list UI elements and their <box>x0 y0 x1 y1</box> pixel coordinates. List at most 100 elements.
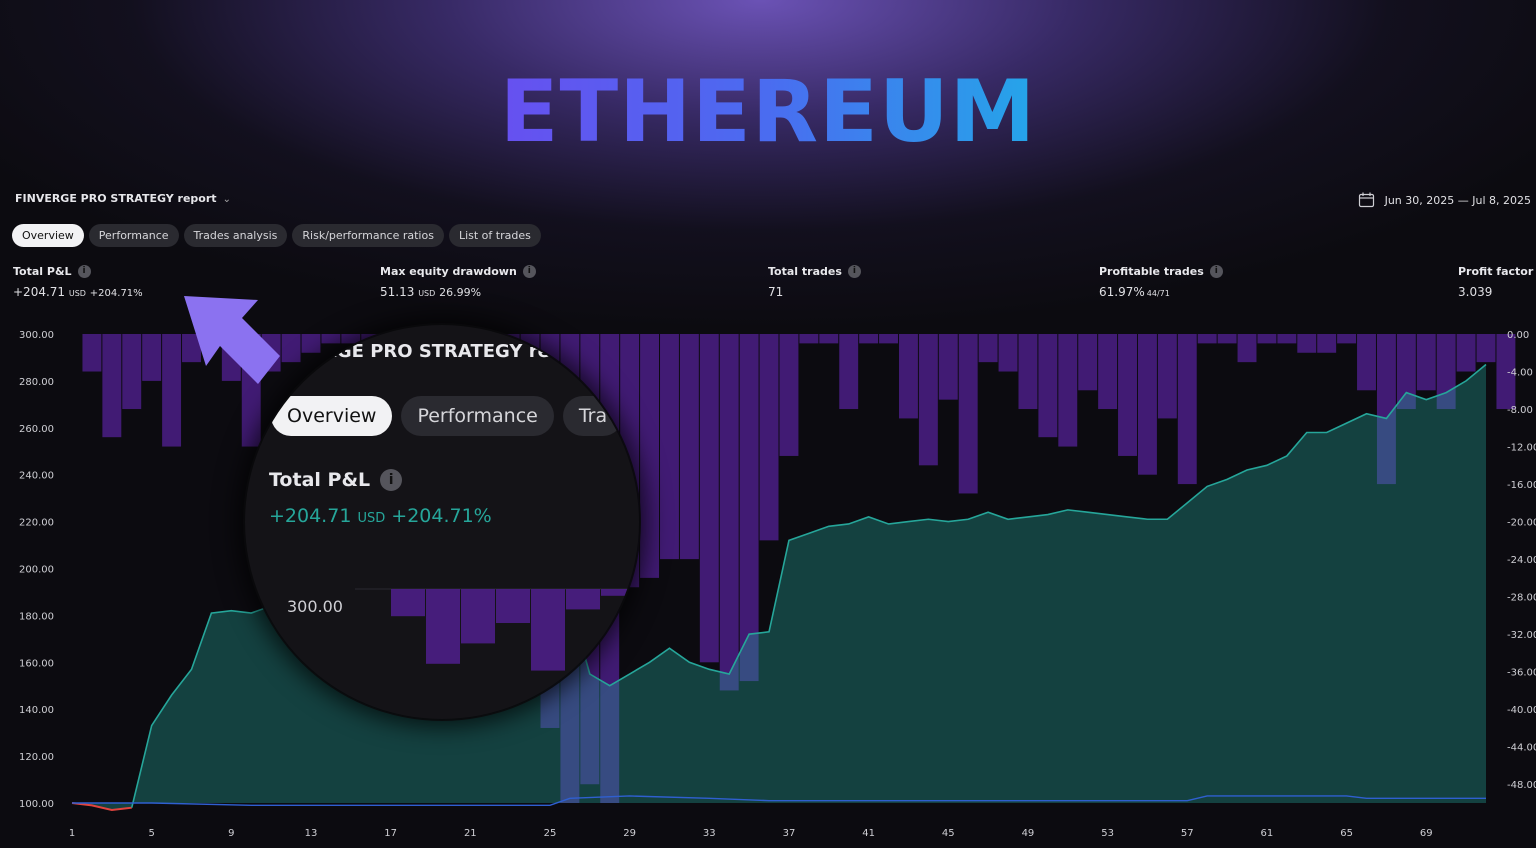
x-axis-tick: 49 <box>1022 828 1035 839</box>
tab-list-of-trades[interactable]: List of trades <box>448 224 541 247</box>
date-range-picker[interactable]: Jun 30, 2025 — Jul 8, 2025 <box>1358 192 1531 208</box>
drawdown-bar <box>640 334 660 578</box>
left-axis-tick: 160.00 <box>19 658 54 669</box>
drawdown-bar <box>162 334 182 447</box>
x-axis-tick: 21 <box>464 828 477 839</box>
drawdown-bar <box>1496 334 1516 410</box>
info-icon[interactable]: i <box>1209 265 1223 278</box>
metric-value: 61.97% <box>1099 285 1145 299</box>
x-axis-tick: 65 <box>1340 828 1353 839</box>
drawdown-bar <box>699 334 719 663</box>
magnifier-drawdown-bar <box>461 589 495 644</box>
drawdown-bar <box>1416 334 1436 391</box>
tab-risk-performance-ratios[interactable]: Risk/performance ratios <box>292 224 444 247</box>
metric-label: Profitable trades <box>1099 265 1204 278</box>
drawdown-bar <box>1476 334 1496 363</box>
x-axis-tick: 17 <box>384 828 397 839</box>
x-axis-tick: 25 <box>544 828 557 839</box>
drawdown-bar <box>82 334 102 372</box>
info-icon[interactable]: i <box>847 265 861 278</box>
x-axis-tick: 53 <box>1101 828 1114 839</box>
metric-profit-factor: Profit factor 3.039 <box>1458 265 1533 299</box>
x-axis-tick: 45 <box>942 828 955 839</box>
metric-value: 3.039 <box>1458 285 1493 299</box>
magnifier-percent: +204.71% <box>391 505 492 527</box>
magnifier-drawdown-bar <box>566 589 600 610</box>
magnifier-tab-trades: Tra <box>562 396 624 436</box>
report-tabs: Overview Performance Trades analysis Ris… <box>12 224 541 247</box>
brand-title: ETHEREUM <box>0 62 1536 162</box>
magnifier-drawdown-bar <box>531 589 565 671</box>
metric-label: Profit factor <box>1458 265 1534 278</box>
drawdown-bar <box>281 334 301 363</box>
metric-percent: +204.71% <box>89 288 143 299</box>
drawdown-bar <box>142 334 162 381</box>
metric-value: 51.13 <box>380 285 415 299</box>
magnifier-tabs: Overview Performance Tra <box>271 396 624 436</box>
drawdown-bar <box>1078 334 1098 391</box>
right-axis-tick: -44.00 <box>1507 743 1536 754</box>
right-axis-tick: -16.00 <box>1507 480 1536 491</box>
drawdown-bar <box>938 334 958 400</box>
tab-performance[interactable]: Performance <box>88 224 179 247</box>
tab-overview[interactable]: Overview <box>12 224 84 247</box>
drawdown-bar <box>719 334 739 691</box>
info-icon[interactable]: i <box>77 265 91 278</box>
drawdown-bar <box>1257 334 1277 344</box>
left-axis-tick: 200.00 <box>19 565 54 576</box>
magnifier-axis-label: 300.00 <box>287 597 343 616</box>
drawdown-bar <box>898 334 918 419</box>
x-axis-tick: 41 <box>862 828 875 839</box>
drawdown-bar <box>1018 334 1038 410</box>
magnifier-value-text: +204.71 <box>269 505 352 527</box>
left-axis-tick: 260.00 <box>19 424 54 435</box>
metric-value: 71 <box>768 285 784 299</box>
magnifier-chart <box>355 588 639 671</box>
x-axis-tick: 33 <box>703 828 716 839</box>
info-icon[interactable]: i <box>522 265 536 278</box>
left-axis-tick: 120.00 <box>19 752 54 763</box>
drawdown-bar <box>839 334 859 410</box>
metric-unit: USD <box>68 289 86 298</box>
drawdown-bar <box>879 334 898 344</box>
magnifier-label-text: Total P&L <box>269 469 371 491</box>
equity-chart: 300.00 280.00 260.00 240.00 220.00 200.00 180.… <box>19 330 1536 839</box>
drawdown-bar <box>1237 334 1257 363</box>
calendar-icon <box>1358 192 1375 208</box>
drawdown-bar <box>1456 334 1476 372</box>
drawdown-bar <box>1357 334 1376 391</box>
metric-total-trades: Total trades i 71 <box>768 265 861 299</box>
tab-trades-analysis[interactable]: Trades analysis <box>183 224 288 247</box>
metric-total-pnl: Total P&L i +204.71 USD +204.71% <box>13 265 143 299</box>
right-axis-tick: -24.00 <box>1507 555 1536 566</box>
report-title-dropdown[interactable]: FINVERGE PRO STRATEGY report ⌄ <box>15 192 231 205</box>
drawdown-bar <box>1197 334 1217 344</box>
drawdown-bar <box>1137 334 1157 475</box>
drawdown-bar <box>998 334 1018 372</box>
drawdown-bar <box>918 334 938 466</box>
left-axis-tick: 100.00 <box>19 799 54 810</box>
metric-profitable-trades: Profitable trades i 61.97% 44/71 <box>1099 265 1223 299</box>
right-axis-tick: -28.00 <box>1507 593 1536 604</box>
magnifier-tab-performance: Performance <box>401 396 554 436</box>
drawdown-bar <box>1177 334 1197 485</box>
right-axis-tick: -36.00 <box>1507 668 1536 679</box>
drawdown-bar <box>321 334 341 344</box>
left-axis-tick: 240.00 <box>19 471 54 482</box>
magnifier-tab-overview: Overview <box>271 396 393 436</box>
magnifier-unit: USD <box>357 511 386 526</box>
metric-percent: 26.99% <box>439 286 482 299</box>
drawdown-bar <box>341 334 361 344</box>
metric-max-drawdown: Max equity drawdown i 51.13 USD 26.99% <box>380 265 536 299</box>
drawdown-bar <box>978 334 998 363</box>
equity-loss-line <box>71 802 132 812</box>
drawdown-bar <box>1157 334 1177 419</box>
buy-hold-line <box>72 795 1486 807</box>
drawdown-bar <box>739 334 759 682</box>
report-title: FINVERGE PRO STRATEGY report <box>15 192 217 205</box>
drawdown-bar <box>1396 334 1416 410</box>
x-axis-tick: 69 <box>1420 828 1433 839</box>
drawdown-bar <box>1038 334 1058 438</box>
x-axis-tick: 57 <box>1181 828 1194 839</box>
x-axis-tick: 13 <box>305 828 318 839</box>
